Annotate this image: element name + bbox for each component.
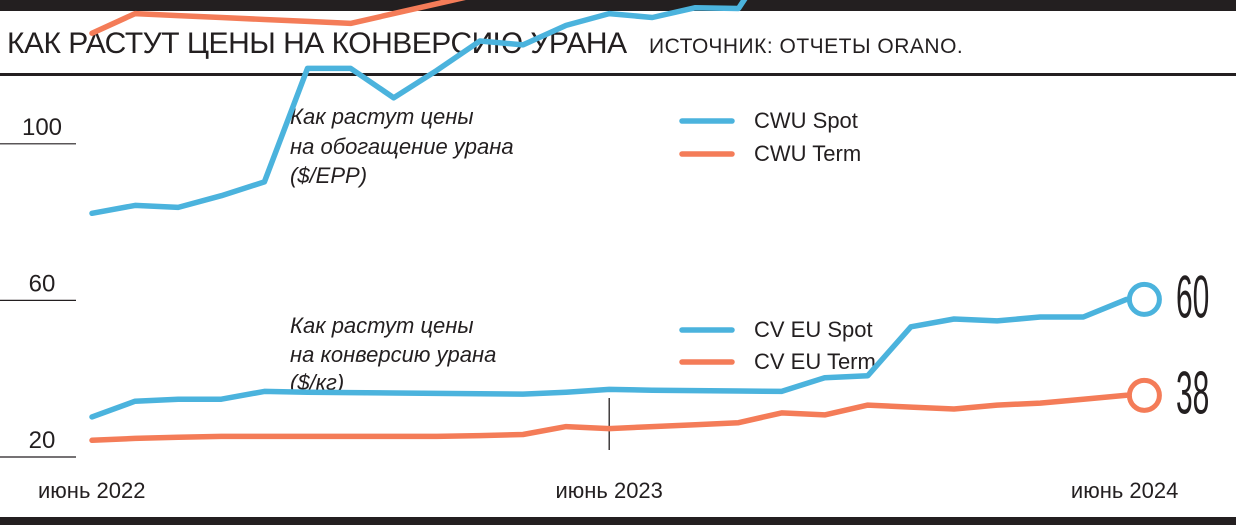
group-note-line: на обогащение урана: [290, 134, 514, 159]
series-end-marker: [1126, 377, 1162, 413]
group-note-line: Как растут цены: [290, 313, 474, 338]
group-note-line: ($/ЕРР): [290, 163, 367, 188]
bottom-rule: [0, 517, 1236, 525]
legend-label: CWU Spot: [754, 108, 858, 133]
y-tick-label: 60: [29, 270, 56, 297]
x-tick-label: июнь 2022: [38, 478, 145, 503]
header: КАК РАСТУТ ЦЕНЫ НА КОНВЕРСИЮ УРАНА ИСТОЧ…: [7, 27, 963, 61]
y-tick-label: 100: [22, 114, 62, 141]
header-rule: [0, 73, 1236, 76]
series-line: [89, 296, 1130, 420]
series-line: [89, 0, 748, 217]
series-line: [89, 392, 1130, 444]
chart-source: ИСТОЧНИК: ОТЧЕТЫ ORANO.: [649, 35, 964, 58]
legend-label: CWU Term: [754, 141, 861, 166]
legend-label: CV EU Spot: [754, 317, 873, 342]
series-end-marker: [1126, 281, 1162, 317]
series-line: [89, 0, 466, 36]
group-note-line: Как растут цены: [290, 104, 474, 129]
series-end-value: 38: [1176, 360, 1209, 427]
y-tick-label: 20: [29, 427, 56, 454]
legend-label: CV EU Term: [754, 349, 876, 374]
group-note-line: на конверсию урана: [290, 342, 496, 367]
x-tick-label: июнь 2024: [1071, 478, 1178, 503]
series-end-value: 60: [1176, 264, 1209, 331]
x-tick-label: июнь 2023: [555, 478, 662, 503]
top-rule: [0, 0, 1236, 11]
